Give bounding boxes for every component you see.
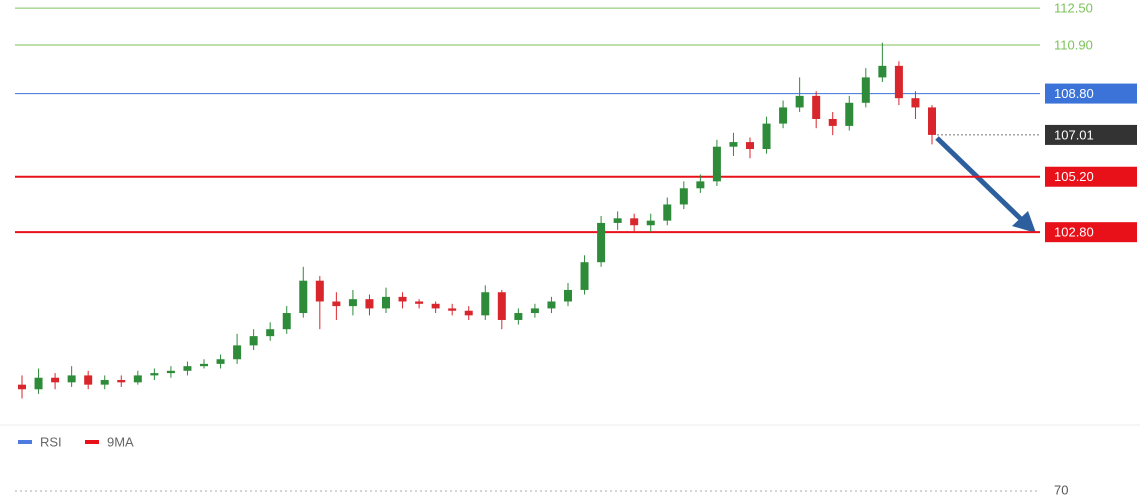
candle-body (497, 292, 506, 320)
candle-body (84, 375, 93, 385)
level-label-box (1045, 222, 1137, 243)
candle-body (547, 301, 556, 309)
candle-body (746, 142, 754, 150)
candle-body (382, 296, 390, 309)
candle-body (233, 345, 242, 360)
candle-body (166, 370, 175, 374)
level-label-box (1045, 83, 1137, 104)
level-label-box (1045, 166, 1137, 187)
candle-body (117, 380, 126, 383)
candle-body (712, 146, 721, 182)
candle-body (67, 375, 76, 383)
candle-body (779, 107, 788, 124)
level-label: 105.20 (1054, 169, 1094, 184)
candle-body (530, 308, 539, 314)
candle-body (597, 222, 606, 263)
candle-body (415, 301, 424, 304)
candle-body (613, 218, 622, 223)
candle-body (431, 303, 440, 309)
candle-body (795, 95, 804, 108)
candle-body (911, 98, 920, 108)
candle-body (630, 218, 639, 226)
candle-body (51, 377, 60, 383)
current-price-label: 107.01 (1054, 127, 1094, 142)
candle-body (398, 296, 407, 302)
candle-body (348, 299, 357, 307)
candle-body (878, 65, 887, 78)
legend-label: 9MA (107, 434, 134, 449)
candle-body (696, 181, 705, 189)
candle-body (365, 299, 374, 309)
forecast-arrowhead (1012, 211, 1036, 233)
candle-body (564, 289, 572, 302)
candle-body (646, 220, 655, 226)
candle-body (299, 280, 308, 314)
candle-body (828, 118, 837, 126)
candle-body (332, 301, 341, 307)
current-price-box (1045, 124, 1137, 145)
level-label: 102.80 (1054, 225, 1094, 240)
candle-body (580, 262, 589, 290)
candle-body (249, 336, 258, 346)
legend-swatch (85, 440, 99, 444)
level-label: 108.80 (1054, 86, 1094, 101)
candle-body (845, 102, 854, 126)
candle-body (481, 292, 490, 316)
candle-body (150, 373, 159, 376)
candle-body (18, 384, 26, 390)
candle-body (663, 204, 672, 221)
candle-body (514, 313, 523, 320)
candle-body (183, 366, 192, 371)
candle-body (464, 310, 473, 316)
candle-body (448, 308, 457, 311)
candle-body (812, 95, 821, 119)
candle-body (894, 65, 903, 99)
level-label: 110.90 (1054, 37, 1093, 52)
candle-body (200, 363, 208, 367)
candle-body (216, 359, 225, 364)
candle-body (762, 123, 771, 150)
candle-body (729, 142, 738, 147)
candle-body (266, 329, 275, 337)
forecast-arrow (935, 136, 1027, 225)
candle-body (133, 375, 142, 383)
candle-body (861, 77, 870, 103)
candle-body (282, 313, 291, 330)
rsi-tick-label: 70 (1054, 482, 1068, 497)
level-label: 112.50 (1054, 1, 1093, 16)
candle-body (679, 188, 688, 205)
candle-body (928, 107, 936, 135)
legend-label: RSI (40, 434, 62, 449)
candle-body (100, 380, 109, 385)
legend-swatch (18, 440, 32, 444)
candle-body (315, 280, 324, 302)
candle-body (34, 377, 43, 390)
